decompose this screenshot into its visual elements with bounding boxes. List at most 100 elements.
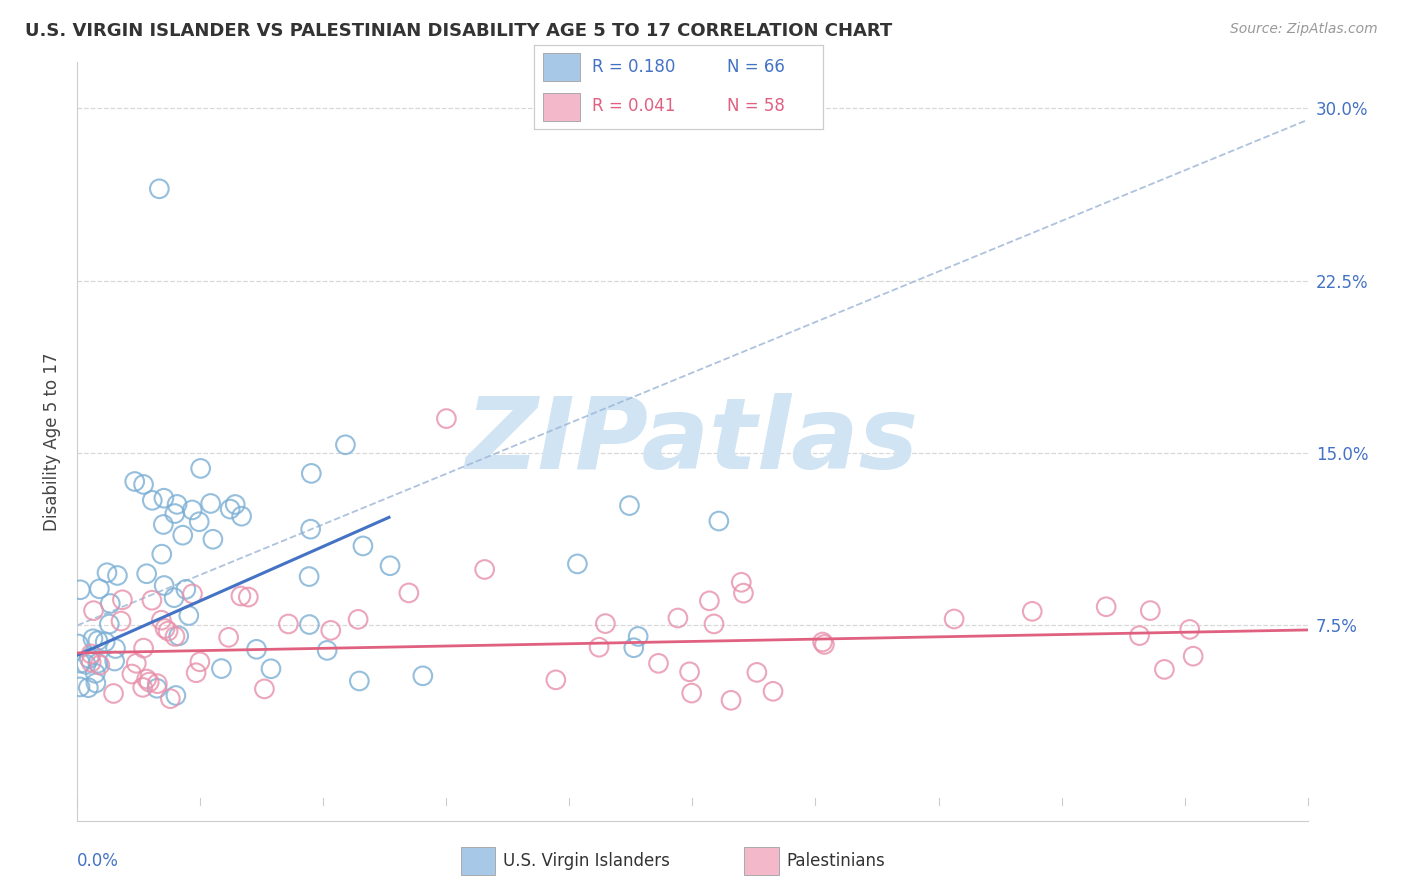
Point	[89, 582, 111, 596]
Point	[165, 689, 187, 703]
Point	[69, 582, 91, 597]
Point	[181, 587, 204, 601]
Point	[77, 681, 100, 695]
Point	[316, 643, 339, 657]
Point	[627, 630, 650, 644]
Point	[75, 657, 97, 672]
Point	[201, 533, 224, 547]
FancyBboxPatch shape	[543, 54, 581, 81]
Point	[163, 591, 186, 605]
Point	[224, 498, 246, 512]
Text: U.S. VIRGIN ISLANDER VS PALESTINIAN DISABILITY AGE 5 TO 17 CORRELATION CHART: U.S. VIRGIN ISLANDER VS PALESTINIAN DISA…	[25, 22, 893, 40]
Point	[436, 411, 458, 425]
Point	[188, 655, 211, 669]
Point	[730, 575, 752, 590]
Point	[174, 582, 197, 597]
Point	[1139, 604, 1161, 618]
Point	[157, 624, 180, 638]
Point	[111, 592, 134, 607]
Text: 0.0%: 0.0%	[77, 853, 120, 871]
Point	[138, 675, 160, 690]
Point	[253, 681, 276, 696]
Text: U.S. Virgin Islanders: U.S. Virgin Islanders	[503, 852, 671, 870]
Point	[707, 514, 730, 528]
Point	[96, 566, 118, 580]
Point	[1178, 623, 1201, 637]
Point	[148, 182, 170, 196]
Point	[135, 672, 157, 686]
Point	[588, 640, 610, 655]
Text: N = 66: N = 66	[727, 58, 786, 76]
Point	[94, 635, 117, 649]
Point	[666, 611, 689, 625]
Point	[188, 515, 211, 529]
Point	[89, 658, 111, 673]
Point	[544, 673, 567, 687]
Point	[245, 642, 267, 657]
Point	[1021, 604, 1043, 618]
Point	[349, 673, 371, 688]
Text: R = 0.180: R = 0.180	[592, 58, 675, 76]
Point	[84, 676, 107, 690]
Point	[474, 562, 496, 576]
Point	[1095, 599, 1118, 614]
Point	[1153, 662, 1175, 676]
Point	[277, 617, 299, 632]
Point	[678, 665, 700, 679]
Text: Palestinians: Palestinians	[786, 852, 886, 870]
Point	[298, 569, 321, 583]
Point	[153, 491, 176, 506]
Point	[335, 438, 357, 452]
Point	[218, 631, 240, 645]
Point	[200, 496, 222, 510]
Point	[87, 656, 110, 670]
Point	[298, 617, 321, 632]
Point	[98, 617, 121, 632]
Text: N = 58: N = 58	[727, 97, 786, 115]
Point	[159, 691, 181, 706]
Point	[181, 503, 204, 517]
Point	[260, 662, 283, 676]
Point	[229, 589, 252, 603]
Point	[150, 547, 173, 561]
Point	[762, 684, 785, 698]
Point	[647, 657, 669, 671]
Point	[1128, 629, 1150, 643]
Point	[121, 667, 143, 681]
Point	[209, 662, 232, 676]
Point	[98, 597, 121, 611]
Point	[813, 637, 835, 651]
Point	[80, 647, 103, 661]
Point	[110, 614, 132, 628]
Point	[299, 467, 322, 481]
Point	[595, 616, 617, 631]
Point	[103, 686, 125, 700]
Point	[623, 640, 645, 655]
Point	[398, 586, 420, 600]
Point	[745, 665, 768, 680]
Point	[681, 686, 703, 700]
Point	[811, 635, 834, 649]
Point	[125, 657, 148, 671]
Point	[80, 655, 103, 669]
Point	[177, 608, 200, 623]
FancyBboxPatch shape	[461, 847, 495, 875]
Text: Source: ZipAtlas.com: Source: ZipAtlas.com	[1230, 22, 1378, 37]
Point	[699, 594, 721, 608]
Point	[703, 616, 725, 631]
Point	[146, 676, 169, 690]
Point	[567, 557, 589, 571]
Point	[141, 493, 163, 508]
Point	[720, 693, 742, 707]
Point	[733, 586, 755, 600]
Point	[69, 656, 91, 670]
Point	[132, 641, 155, 656]
Point	[319, 624, 342, 638]
Point	[219, 502, 242, 516]
FancyBboxPatch shape	[744, 847, 779, 875]
Point	[153, 622, 176, 636]
Point	[943, 612, 966, 626]
Point	[104, 641, 127, 656]
Point	[87, 633, 110, 648]
Point	[131, 681, 153, 695]
